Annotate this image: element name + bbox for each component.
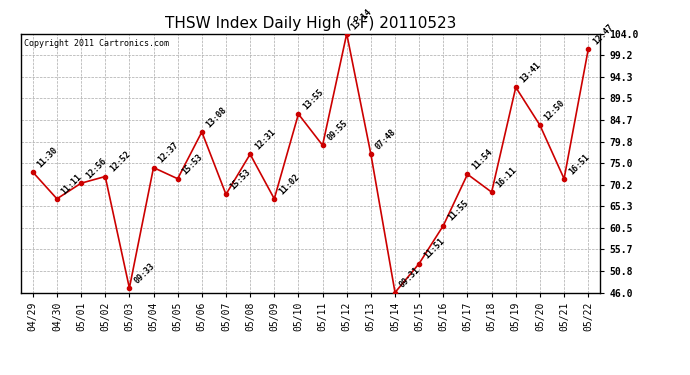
Text: 09:55: 09:55	[326, 118, 349, 142]
Text: 12:56: 12:56	[84, 156, 108, 180]
Text: 11:54: 11:54	[471, 147, 494, 171]
Text: 11:02: 11:02	[277, 172, 301, 196]
Text: 11:51: 11:51	[422, 237, 446, 261]
Text: 16:11: 16:11	[495, 165, 518, 189]
Text: 09:33: 09:33	[132, 261, 156, 285]
Text: 16:51: 16:51	[567, 152, 591, 176]
Text: 13:55: 13:55	[302, 87, 325, 111]
Text: Copyright 2011 Cartronics.com: Copyright 2011 Cartronics.com	[23, 39, 168, 48]
Text: 11:30: 11:30	[36, 145, 59, 169]
Text: 13:41: 13:41	[519, 60, 542, 84]
Text: 12:31: 12:31	[253, 128, 277, 152]
Text: 09:31: 09:31	[398, 266, 422, 290]
Text: 15:53: 15:53	[181, 152, 204, 176]
Text: 12:52: 12:52	[108, 150, 132, 174]
Title: THSW Index Daily High (°F) 20110523: THSW Index Daily High (°F) 20110523	[165, 16, 456, 31]
Text: 12:37: 12:37	[157, 141, 180, 165]
Text: 07:48: 07:48	[374, 128, 397, 152]
Text: 15:53: 15:53	[229, 168, 253, 192]
Text: 13:08: 13:08	[205, 105, 228, 129]
Text: 12:47: 12:47	[591, 22, 615, 46]
Text: 11:11: 11:11	[60, 172, 83, 196]
Text: 13:14: 13:14	[350, 7, 373, 31]
Text: 11:55: 11:55	[446, 199, 470, 223]
Text: 12:50: 12:50	[543, 98, 566, 122]
